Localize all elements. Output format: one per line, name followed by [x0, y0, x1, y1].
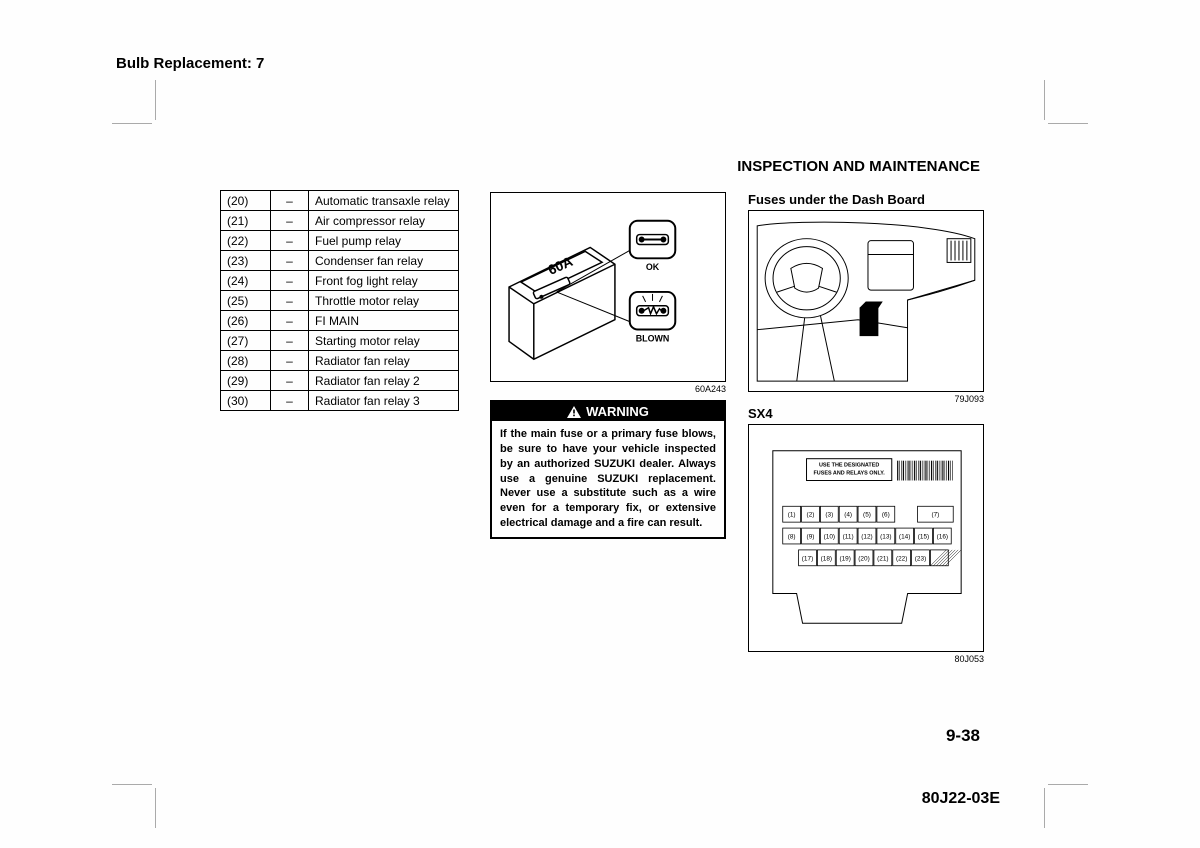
svg-text:BLOWN: BLOWN [636, 333, 670, 343]
table-cell: (22) [221, 231, 271, 251]
table-cell: Starting motor relay [309, 331, 459, 351]
svg-text:(3): (3) [825, 512, 833, 519]
table-cell: FI MAIN [309, 311, 459, 331]
table-row: (24)–Front fog light relay [221, 271, 459, 291]
svg-text:(23): (23) [915, 555, 926, 562]
svg-text:(9): (9) [807, 533, 815, 540]
warning-body: If the main fuse or a primary fuse blows… [492, 421, 724, 537]
table-cell: Condenser fan relay [309, 251, 459, 271]
table-cell: (29) [221, 371, 271, 391]
table-cell: – [271, 391, 309, 411]
table-cell: (25) [221, 291, 271, 311]
warning-triangle-icon [567, 406, 581, 418]
svg-text:(11): (11) [843, 533, 854, 540]
table-cell: – [271, 371, 309, 391]
table-cell: (30) [221, 391, 271, 411]
crop-mark [1044, 788, 1045, 828]
crop-mark [1048, 784, 1088, 785]
table-cell: – [271, 271, 309, 291]
table-row: (30)–Radiator fan relay 3 [221, 391, 459, 411]
crop-mark [112, 784, 152, 785]
table-cell: (27) [221, 331, 271, 351]
document-code: 80J22-03E [922, 790, 1000, 808]
sx4-heading: SX4 [748, 406, 773, 421]
relay-table: (20)–Automatic transaxle relay(21)–Air c… [220, 190, 459, 411]
svg-text:(10): (10) [824, 533, 835, 540]
svg-text:(4): (4) [844, 512, 852, 519]
table-cell: Throttle motor relay [309, 291, 459, 311]
table-cell: (20) [221, 191, 271, 211]
table-cell: – [271, 211, 309, 231]
diagram3-caption: 80J053 [748, 654, 984, 664]
svg-text:FUSES AND RELAYS ONLY.: FUSES AND RELAYS ONLY. [813, 471, 885, 477]
table-cell: Radiator fan relay [309, 351, 459, 371]
table-row: (28)–Radiator fan relay [221, 351, 459, 371]
table-cell: Radiator fan relay 2 [309, 371, 459, 391]
svg-text:(20): (20) [858, 555, 869, 562]
table-row: (27)–Starting motor relay [221, 331, 459, 351]
svg-text:(1): (1) [788, 512, 796, 519]
table-cell: Radiator fan relay 3 [309, 391, 459, 411]
table-cell: Fuel pump relay [309, 231, 459, 251]
svg-text:(12): (12) [861, 533, 872, 540]
svg-text:(15): (15) [918, 533, 929, 540]
table-cell: – [271, 231, 309, 251]
table-cell: Automatic transaxle relay [309, 191, 459, 211]
svg-text:(16): (16) [937, 533, 948, 540]
diagram2-caption: 79J093 [748, 394, 984, 404]
crop-mark [155, 80, 156, 120]
table-cell: Air compressor relay [309, 211, 459, 231]
svg-text:(7): (7) [931, 512, 939, 519]
table-cell: (21) [221, 211, 271, 231]
table-cell: Front fog light relay [309, 271, 459, 291]
table-cell: – [271, 351, 309, 371]
table-cell: (26) [221, 311, 271, 331]
warning-header: WARNING [492, 402, 724, 421]
svg-text:(17): (17) [802, 555, 813, 562]
table-cell: – [271, 191, 309, 211]
table-cell: – [271, 331, 309, 351]
svg-text:(2): (2) [807, 512, 815, 519]
page-top-title: Bulb Replacement: 7 [116, 55, 264, 72]
table-row: (29)–Radiator fan relay 2 [221, 371, 459, 391]
table-cell: (23) [221, 251, 271, 271]
diagram1-caption: 60A243 [490, 384, 726, 394]
table-row: (21)–Air compressor relay [221, 211, 459, 231]
table-row: (25)–Throttle motor relay [221, 291, 459, 311]
crop-mark [112, 123, 152, 124]
table-cell: (24) [221, 271, 271, 291]
warning-title: WARNING [586, 404, 649, 419]
svg-text:(22): (22) [896, 555, 907, 562]
svg-text:(18): (18) [821, 555, 832, 562]
svg-text:(6): (6) [882, 512, 890, 519]
table-cell: – [271, 311, 309, 331]
svg-text:(19): (19) [839, 555, 850, 562]
crop-mark [1048, 123, 1088, 124]
page-number: 9-38 [946, 726, 980, 746]
crop-mark [155, 788, 156, 828]
dashboard-diagram [748, 210, 984, 392]
svg-text:(14): (14) [899, 533, 910, 540]
table-row: (22)–Fuel pump relay [221, 231, 459, 251]
fuses-dash-heading: Fuses under the Dash Board [748, 192, 925, 207]
table-row: (20)–Automatic transaxle relay [221, 191, 459, 211]
svg-text:(21): (21) [877, 555, 888, 562]
fuse-ok-blown-diagram: 60A OK [490, 192, 726, 382]
svg-text:(5): (5) [863, 512, 871, 519]
svg-text:USE THE DESIGNATED: USE THE DESIGNATED [819, 463, 879, 469]
svg-text:OK: OK [646, 262, 660, 272]
svg-text:(8): (8) [788, 533, 796, 540]
table-cell: (28) [221, 351, 271, 371]
svg-text:(13): (13) [880, 533, 891, 540]
warning-box: WARNING If the main fuse or a primary fu… [490, 400, 726, 539]
table-cell: – [271, 291, 309, 311]
crop-mark [1044, 80, 1045, 120]
table-row: (26)–FI MAIN [221, 311, 459, 331]
fusebox-layout-diagram: USE THE DESIGNATED FUSES AND RELAYS ONLY… [748, 424, 984, 652]
table-cell: – [271, 251, 309, 271]
table-row: (23)–Condenser fan relay [221, 251, 459, 271]
section-title: INSPECTION AND MAINTENANCE [737, 158, 980, 175]
